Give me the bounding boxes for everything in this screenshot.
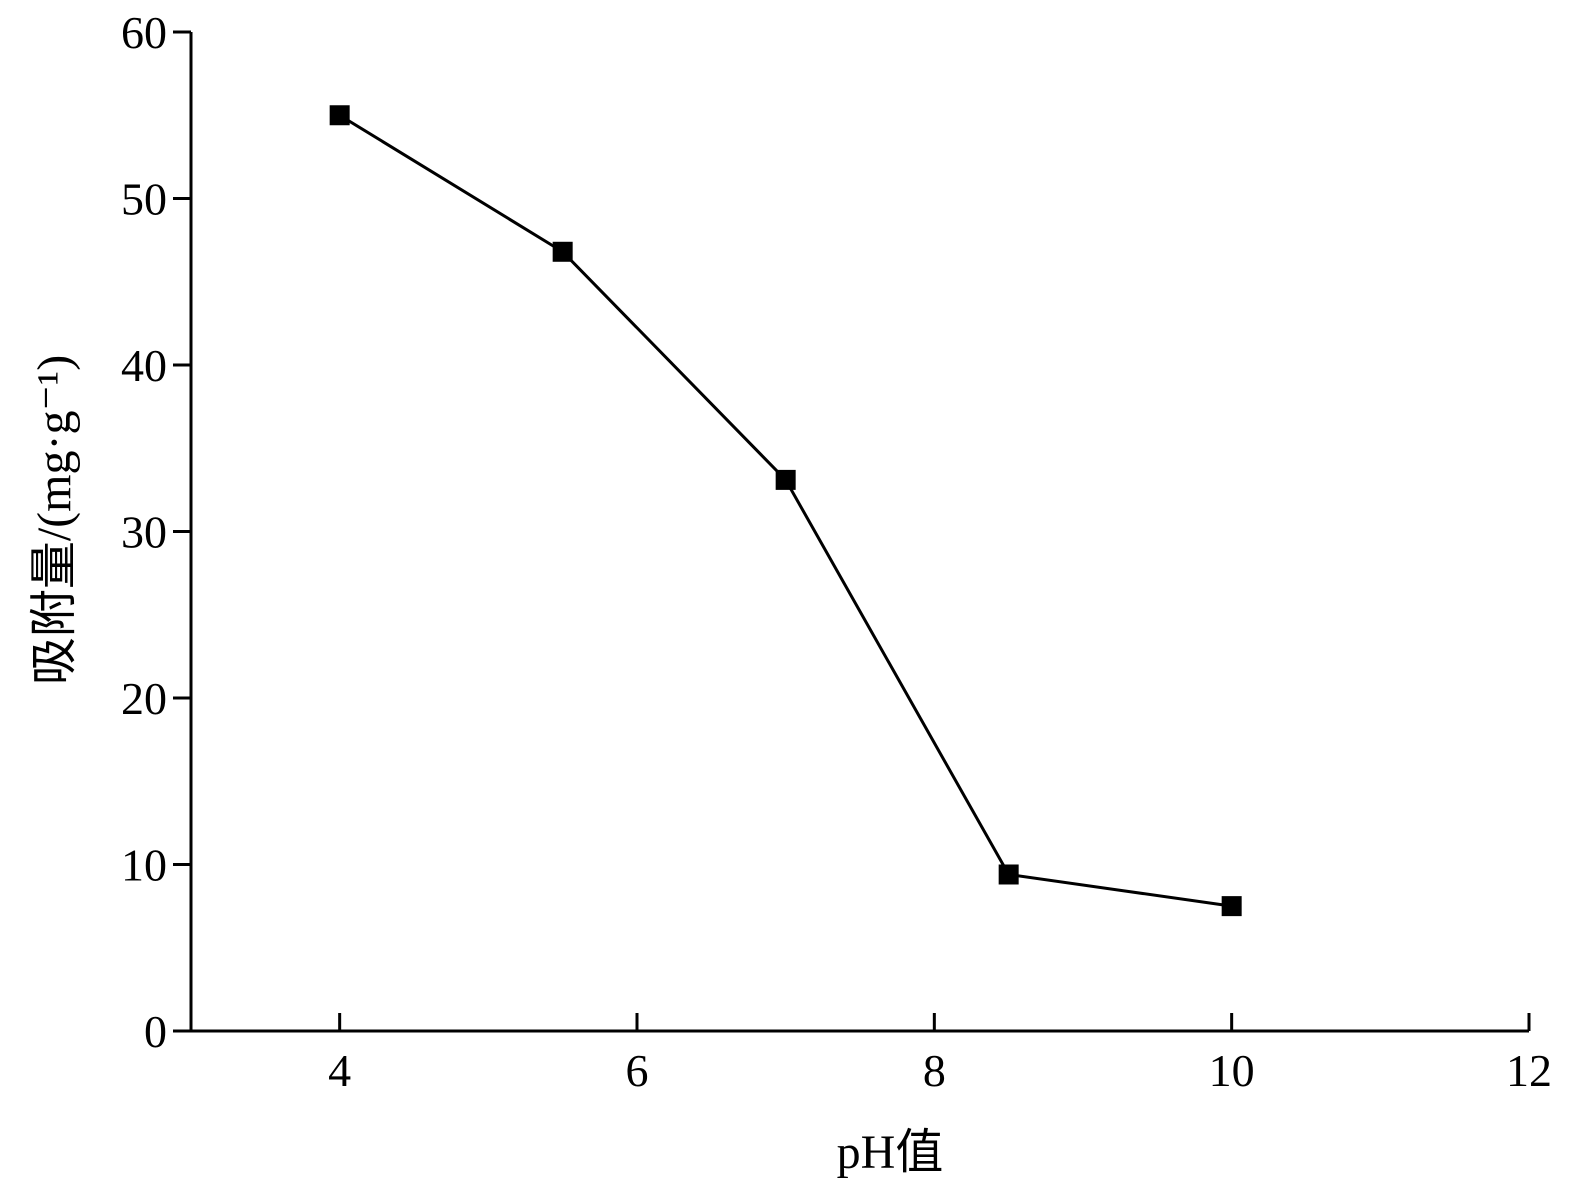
y-tick-label: 50: [121, 174, 167, 225]
y-tick-label: 0: [144, 1006, 167, 1057]
y-tick-label: 40: [121, 340, 167, 391]
data-point: [998, 864, 1019, 885]
x-tick-label: 8: [923, 1045, 946, 1096]
x-tick-label: 10: [1209, 1045, 1255, 1096]
y-tick-label: 60: [121, 7, 167, 58]
x-tick-label: 4: [328, 1045, 351, 1096]
series-layer: [329, 105, 1242, 917]
series-line: [338, 113, 1232, 908]
data-point: [552, 241, 573, 262]
x-axis-title: pH值: [837, 1126, 944, 1179]
data-point: [329, 105, 350, 126]
y-axis-title: 吸附量/(mg·g⁻¹): [28, 355, 81, 685]
data-point: [1221, 896, 1242, 917]
x-tick-label: 6: [626, 1045, 649, 1096]
axes: 0 10 20 30 40 50 60 4 6 8 10 12: [121, 7, 1552, 1096]
x-tick-label: 12: [1506, 1045, 1552, 1096]
y-tick-label: 30: [121, 507, 167, 558]
data-point: [775, 469, 796, 490]
y-tick-label: 10: [121, 840, 167, 891]
y-tick-label: 20: [121, 673, 167, 724]
